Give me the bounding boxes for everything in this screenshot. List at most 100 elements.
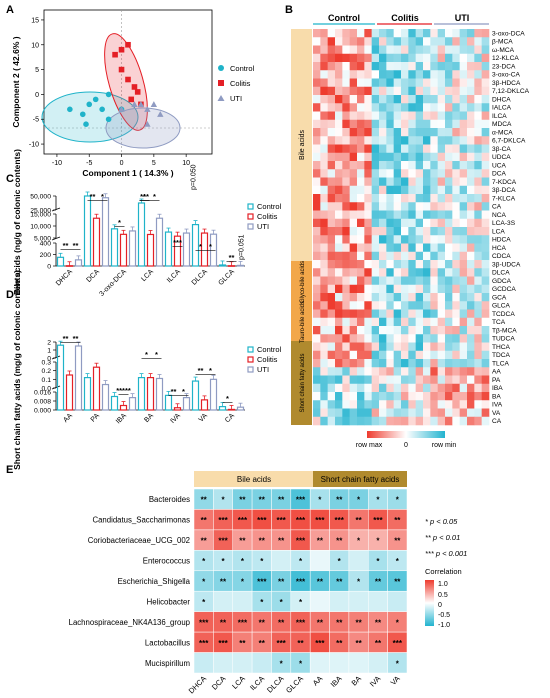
heatmap-cell xyxy=(467,375,475,385)
heatmap-cell xyxy=(357,210,365,220)
heatmap-cell xyxy=(401,144,409,154)
pca-point-control-7 xyxy=(105,116,112,123)
heatmap-row-label: PA xyxy=(492,377,501,384)
heatmap-row-label: NCA xyxy=(492,212,507,219)
heatmap-cell xyxy=(430,53,438,63)
heatmap-cell xyxy=(459,276,468,286)
heatmap-cell xyxy=(386,62,394,71)
heatmap-cell xyxy=(445,260,453,269)
heatmap-cell xyxy=(335,367,343,376)
heatmap-cell xyxy=(342,194,350,203)
heatmap-cell xyxy=(313,144,321,154)
heatmap-cell xyxy=(393,251,402,261)
heatmap-cell xyxy=(481,342,490,352)
heatmap-cell xyxy=(474,326,482,335)
heatmap-cell xyxy=(415,62,424,71)
side-band-bile-acids xyxy=(291,29,312,261)
heatmap-cell xyxy=(430,243,438,253)
corr-col-label: DHCA xyxy=(187,674,208,695)
heatmap-cell xyxy=(349,375,358,385)
corr-col-label: VA xyxy=(389,674,402,687)
heatmap-cell xyxy=(452,350,460,360)
legend-d-control: Control xyxy=(257,345,282,354)
heatmap-cell xyxy=(430,194,438,203)
heatmap-cell xyxy=(437,350,446,360)
heatmap-cell xyxy=(320,251,328,261)
heatmap-cell xyxy=(386,317,394,327)
heatmap-cell xyxy=(357,62,365,71)
heatmap-cell xyxy=(364,284,372,294)
heatmap-cell xyxy=(474,86,482,96)
corr-sig-star: ** xyxy=(201,496,208,505)
heatmap-cell xyxy=(430,284,438,294)
corr-sig-star: * xyxy=(221,557,225,566)
heatmap-cell xyxy=(327,62,336,71)
heatmap-cell xyxy=(437,359,446,368)
heatmap-cell xyxy=(481,103,490,112)
heatmap-cell xyxy=(423,37,431,46)
heatmap-cell xyxy=(401,326,409,335)
heatmap-cell xyxy=(481,136,490,145)
heatmap-cell xyxy=(481,177,490,187)
heatmap-cell xyxy=(437,194,446,203)
heatmap-legend-row-min: row min xyxy=(432,442,457,449)
heatmap-cell xyxy=(379,103,387,112)
heatmap-cell xyxy=(320,177,328,187)
heatmap-cell xyxy=(335,392,343,401)
pca-point-colitis-7 xyxy=(128,96,135,103)
heatmap-cell xyxy=(342,169,350,178)
heatmap-cell xyxy=(320,367,328,376)
heatmap-cell xyxy=(423,400,431,409)
pca-y-tick-label: -5 xyxy=(33,117,39,124)
heatmap-cell xyxy=(364,62,372,71)
heatmap-cell xyxy=(423,185,431,195)
heatmap-cell xyxy=(452,284,460,294)
bar-c-axis-break xyxy=(51,207,61,212)
heatmap-cell xyxy=(430,383,438,393)
heatmap-cell xyxy=(320,144,328,154)
heatmap-cell xyxy=(459,177,468,187)
corr-sig-star: * xyxy=(376,557,380,566)
heatmap-cell xyxy=(379,144,387,154)
heatmap-cell xyxy=(437,392,446,401)
heatmap-cell xyxy=(415,334,424,343)
uti-ellipse xyxy=(105,107,181,149)
heatmap-cell xyxy=(430,119,438,129)
heatmap-cell xyxy=(371,400,380,409)
bar-c-bar-control-dca xyxy=(83,195,92,267)
heatmap-cell xyxy=(408,301,416,310)
heatmap-cell xyxy=(408,194,416,203)
heatmap-cell xyxy=(335,210,343,220)
corr-cell xyxy=(348,590,369,612)
heatmap-cell xyxy=(415,260,424,269)
corr-tick-5: -1.0 xyxy=(438,622,450,629)
heatmap-cell xyxy=(357,144,365,154)
heatmap-cell xyxy=(423,309,431,319)
heatmap-cell xyxy=(313,317,321,327)
heatmap-cell xyxy=(379,53,387,63)
heatmap-cell xyxy=(408,326,416,335)
heatmap-cell xyxy=(335,416,343,426)
heatmap-cell xyxy=(357,37,365,46)
heatmap-cell xyxy=(393,350,402,360)
pca-y-tick-label: 5 xyxy=(35,67,39,74)
corr-sig-star: * xyxy=(202,557,206,566)
heatmap-cell xyxy=(467,29,475,38)
heatmap-cell xyxy=(467,95,475,104)
corr-cell xyxy=(309,590,330,612)
heatmap-cell xyxy=(481,62,490,71)
heatmap-cell xyxy=(379,260,387,269)
heatmap-cell xyxy=(379,119,387,129)
heatmap-cell xyxy=(335,317,343,327)
heatmap-cell xyxy=(401,416,409,426)
heatmap-cell xyxy=(452,400,460,409)
corr-sig-star: * xyxy=(338,557,342,566)
heatmap-cell xyxy=(459,210,468,220)
corr-sig-star: * xyxy=(280,659,284,668)
heatmap-cell xyxy=(357,350,365,360)
bar-c-bar-colitis-3-oxo-dca xyxy=(119,233,128,267)
heatmap-cell xyxy=(386,416,394,426)
corr-row-label: Mucispirillum xyxy=(145,659,190,668)
heatmap-cell xyxy=(342,350,350,360)
heatmap-cell xyxy=(313,309,321,319)
